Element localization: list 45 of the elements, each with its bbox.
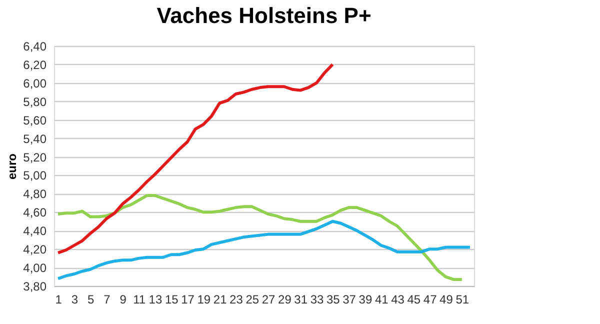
line-series — [56, 194, 464, 282]
x-tick-label: 15 — [164, 292, 179, 306]
x-tick-label: 9 — [120, 292, 127, 306]
y-tick-label: 5,40 — [23, 132, 47, 146]
x-tick-label: 51 — [456, 292, 470, 306]
x-tick-label: 25 — [246, 292, 260, 306]
line-series — [56, 220, 472, 280]
x-tick-label: 35 — [326, 292, 340, 306]
x-tick-label: 5 — [88, 292, 94, 306]
x-tick-label: 49 — [440, 292, 454, 306]
x-tick-label: 1 — [55, 292, 62, 306]
y-tick-label: 6,00 — [23, 76, 47, 90]
x-tick-label: 41 — [374, 292, 389, 306]
x-tick-label: 33 — [310, 292, 324, 306]
y-tick-label: 5,80 — [23, 94, 47, 109]
x-tick-label: 43 — [391, 292, 405, 306]
y-tick-label: 5,60 — [23, 113, 47, 128]
x-tick-label: 27 — [262, 292, 276, 306]
y-tick-label: 5,00 — [23, 168, 47, 183]
x-tick-label: 31 — [294, 292, 308, 306]
y-tick-label: 6,20 — [23, 58, 47, 72]
y-tick-label: 6,40 — [23, 40, 47, 54]
x-tick-label: 47 — [423, 292, 438, 306]
x-tick-label: 45 — [407, 292, 421, 306]
line-series — [56, 62, 334, 254]
x-tick-label: 29 — [278, 292, 292, 306]
y-tick-label: 3,80 — [23, 280, 47, 294]
chart-title: Vaches Holsteins P+ — [156, 3, 372, 28]
x-tick-label: 19 — [197, 292, 211, 306]
x-tick-label: 21 — [213, 292, 228, 306]
x-tick-label: 39 — [358, 292, 372, 306]
x-tick-label: 37 — [342, 292, 356, 306]
y-axis-title: euro — [5, 153, 20, 180]
y-tick-label: 4,20 — [23, 242, 47, 257]
y-tick-label: 4,80 — [23, 187, 47, 202]
x-tick-label: 11 — [133, 292, 146, 306]
x-tick-label: 17 — [181, 292, 195, 306]
x-tick-label: 23 — [230, 292, 244, 306]
x-tick-label: 7 — [104, 292, 111, 306]
x-tick-label: 3 — [71, 292, 78, 306]
y-tick-label: 4,00 — [23, 261, 47, 276]
y-tick-label: 4,60 — [23, 206, 47, 220]
y-tick-label: 5,20 — [23, 150, 47, 164]
y-tick-label: 4,40 — [23, 224, 47, 238]
x-tick-label: 13 — [148, 292, 162, 306]
